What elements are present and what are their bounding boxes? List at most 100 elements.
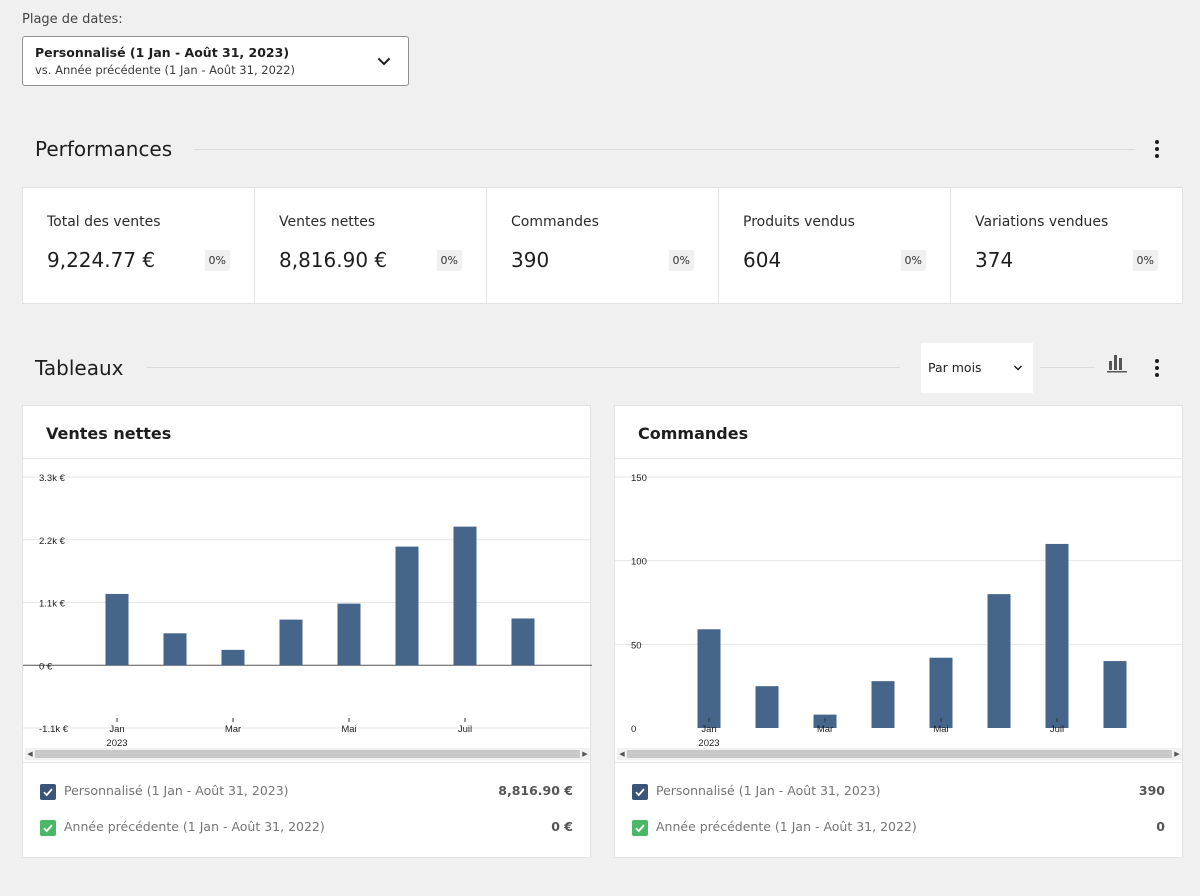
section-divider <box>160 149 1135 150</box>
y-tick-label: 50 <box>631 640 642 651</box>
chart-bar[interactable] <box>105 593 129 666</box>
x-tick-label: Mai <box>341 724 356 735</box>
chart-bar[interactable] <box>453 526 477 666</box>
perf-value: 8,816.90 € <box>279 248 388 272</box>
date-range-select[interactable]: Personnalisé (1 Jan - Août 31, 2023) vs.… <box>22 36 409 86</box>
chart-bar[interactable] <box>929 657 953 728</box>
chart-title: Commandes <box>615 406 1182 459</box>
chart-card-net-sales: Ventes nettes -1.1k € 0 € 1.1k € 2.2k € 3.3k… <box>22 405 592 858</box>
perf-value: 604 <box>743 248 782 272</box>
legend-label: Année précédente (1 Jan - Août 31, 2022) <box>64 819 325 834</box>
perf-delta-badge: 0% <box>900 250 926 271</box>
checkbox-checked-icon[interactable] <box>632 784 648 800</box>
checkbox-checked-icon[interactable] <box>40 820 56 836</box>
chart-bar[interactable] <box>697 629 721 728</box>
chart-scrollbar[interactable]: ◀ ▶ <box>617 748 1182 760</box>
legend-item-current[interactable]: Personnalisé (1 Jan - Août 31, 2023) 8,8… <box>23 781 590 817</box>
chart-bar[interactable] <box>395 546 419 666</box>
date-range-selected: Personnalisé (1 Jan - Août 31, 2023) <box>35 45 290 60</box>
scrollbar-thumb[interactable] <box>627 750 1172 758</box>
chart-legend: Personnalisé (1 Jan - Août 31, 2023) 8,8… <box>23 762 590 853</box>
legend-value: 390 <box>1138 783 1165 798</box>
chart-bar[interactable] <box>511 618 535 666</box>
x-tick-label: Juil <box>458 724 472 735</box>
chart-bar[interactable] <box>163 633 187 666</box>
y-tick-label: 0 <box>631 724 636 735</box>
interval-select[interactable]: Par mois <box>921 343 1033 393</box>
interval-select-value: Par mois <box>928 360 982 375</box>
perf-delta-badge: 0% <box>204 250 230 271</box>
perf-label: Total des ventes <box>47 214 161 230</box>
scroll-right-icon[interactable]: ▶ <box>1174 750 1180 758</box>
checkbox-checked-icon[interactable] <box>40 784 56 800</box>
chart-scrollbar[interactable]: ◀ ▶ <box>25 748 590 760</box>
legend-value: 0 <box>1156 819 1165 834</box>
y-tick-label: 2.2k € <box>39 536 66 547</box>
y-tick-label: -1.1k € <box>39 724 69 735</box>
x-tick-label: Mar <box>225 724 241 735</box>
chart-bar[interactable] <box>279 619 303 666</box>
y-tick-label: 150 <box>631 473 647 484</box>
checkbox-checked-icon[interactable] <box>632 820 648 836</box>
legend-value: 8,816.90 € <box>498 783 573 798</box>
section-divider <box>140 367 900 368</box>
charts-title: Tableaux <box>35 356 146 380</box>
legend-label: Année précédente (1 Jan - Août 31, 2022) <box>656 819 917 834</box>
perf-value: 374 <box>975 248 1014 272</box>
performance-more-icon[interactable] <box>1147 137 1167 161</box>
legend-label: Personnalisé (1 Jan - Août 31, 2023) <box>656 783 881 798</box>
chart-title: Ventes nettes <box>23 406 590 459</box>
x-tick-label: Mar <box>817 724 833 735</box>
performance-cards: Total des ventes 9,224.77 € 0% Ventes ne… <box>22 187 1183 304</box>
chart-bar[interactable] <box>1045 543 1069 728</box>
y-tick-label: 1.1k € <box>39 599 66 610</box>
y-tick-label: 3.3k € <box>39 473 66 484</box>
chart-bar[interactable] <box>1103 661 1127 728</box>
perf-label: Commandes <box>511 214 599 230</box>
x-tick-label: Mai <box>933 724 948 735</box>
chart-bar[interactable] <box>221 649 245 666</box>
legend-item-previous[interactable]: Année précédente (1 Jan - Août 31, 2022)… <box>615 817 1182 853</box>
scroll-right-icon[interactable]: ▶ <box>582 750 588 758</box>
perf-label: Variations vendues <box>975 214 1109 230</box>
perf-card-total-sales[interactable]: Total des ventes 9,224.77 € 0% <box>23 188 255 303</box>
perf-delta-badge: 0% <box>668 250 694 271</box>
section-divider <box>1040 367 1095 368</box>
x-tick-sublabel: 2023 <box>698 738 719 748</box>
perf-card-products-sold[interactable]: Produits vendus 604 0% <box>719 188 951 303</box>
legend-item-previous[interactable]: Année précédente (1 Jan - Août 31, 2022)… <box>23 817 590 853</box>
chart-bar[interactable] <box>871 681 895 728</box>
bar-chart-icon[interactable] <box>1106 353 1128 373</box>
perf-delta-badge: 0% <box>436 250 462 271</box>
y-tick-label: 0 € <box>39 661 53 672</box>
chart-bar[interactable] <box>755 686 779 728</box>
scrollbar-thumb[interactable] <box>35 750 580 758</box>
chart-net-sales: -1.1k € 0 € 1.1k € 2.2k € 3.3k € Jan 2023 Mar Ma… <box>23 473 592 748</box>
date-range-label: Plage de dates: <box>22 12 123 27</box>
x-tick-label: Jan <box>109 724 124 735</box>
legend-label: Personnalisé (1 Jan - Août 31, 2023) <box>64 783 289 798</box>
perf-value: 390 <box>511 248 550 272</box>
legend-item-current[interactable]: Personnalisé (1 Jan - Août 31, 2023) 390 <box>615 781 1182 817</box>
chart-legend: Personnalisé (1 Jan - Août 31, 2023) 390… <box>615 762 1182 853</box>
perf-label: Ventes nettes <box>279 214 376 230</box>
scroll-left-icon[interactable]: ◀ <box>619 750 625 758</box>
charts-more-icon[interactable] <box>1147 356 1167 380</box>
chart-bar[interactable] <box>987 594 1011 728</box>
perf-card-orders[interactable]: Commandes 390 0% <box>487 188 719 303</box>
perf-card-variations-sold[interactable]: Variations vendues 374 0% <box>951 188 1182 303</box>
x-tick-label: Juil <box>1050 724 1064 735</box>
perf-label: Produits vendus <box>743 214 855 230</box>
perf-delta-badge: 0% <box>1132 250 1158 271</box>
y-tick-label: 100 <box>631 557 647 568</box>
perf-value: 9,224.77 € <box>47 248 156 272</box>
x-tick-sublabel: 2023 <box>106 738 127 748</box>
chart-card-orders: Commandes 0 50 100 150 Jan 2023 Mar Mai Juil ◀ ▶… <box>614 405 1184 858</box>
scroll-left-icon[interactable]: ◀ <box>27 750 33 758</box>
chevron-down-icon <box>377 57 391 66</box>
chart-bar[interactable] <box>337 603 361 666</box>
chart-orders: 0 50 100 150 Jan 2023 Mar Mai Juil <box>615 473 1184 748</box>
legend-value: 0 € <box>551 819 573 834</box>
performance-title: Performances <box>35 137 195 161</box>
perf-card-net-sales[interactable]: Ventes nettes 8,816.90 € 0% <box>255 188 487 303</box>
